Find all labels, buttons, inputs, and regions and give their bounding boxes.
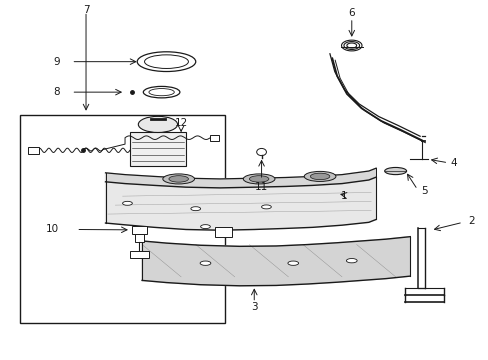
Ellipse shape [168,176,188,182]
Text: 12: 12 [174,118,187,128]
Ellipse shape [200,225,210,229]
Bar [130,132,185,166]
Text: 8: 8 [53,87,60,97]
Ellipse shape [190,207,200,211]
Bar [28,147,39,154]
Ellipse shape [143,86,180,98]
Ellipse shape [310,173,329,180]
Polygon shape [105,177,375,230]
Text: 9: 9 [53,57,60,67]
Bar [130,251,149,258]
Ellipse shape [138,116,177,132]
Ellipse shape [304,171,335,181]
Ellipse shape [200,261,210,265]
Ellipse shape [249,176,268,182]
Ellipse shape [261,205,271,209]
Text: 11: 11 [254,182,267,192]
Text: 3: 3 [250,302,257,312]
Text: 5: 5 [421,186,427,196]
Ellipse shape [287,261,298,265]
Text: 7: 7 [82,5,89,15]
Bar [132,226,147,234]
Ellipse shape [384,167,406,175]
Ellipse shape [149,89,174,96]
Bar [215,227,232,237]
Ellipse shape [256,148,266,156]
Polygon shape [105,168,375,188]
Ellipse shape [122,201,132,205]
Ellipse shape [346,258,356,263]
Bar [135,234,143,242]
Text: 4: 4 [450,158,457,168]
Polygon shape [142,237,409,286]
Ellipse shape [163,174,194,184]
Ellipse shape [144,55,188,68]
Bar [20,116,224,323]
Text: 2: 2 [467,216,473,226]
Text: 10: 10 [45,225,59,234]
Ellipse shape [243,174,274,184]
Text: 1: 1 [341,191,347,201]
Bar [210,135,219,141]
Ellipse shape [137,52,195,72]
Text: 6: 6 [348,8,354,18]
